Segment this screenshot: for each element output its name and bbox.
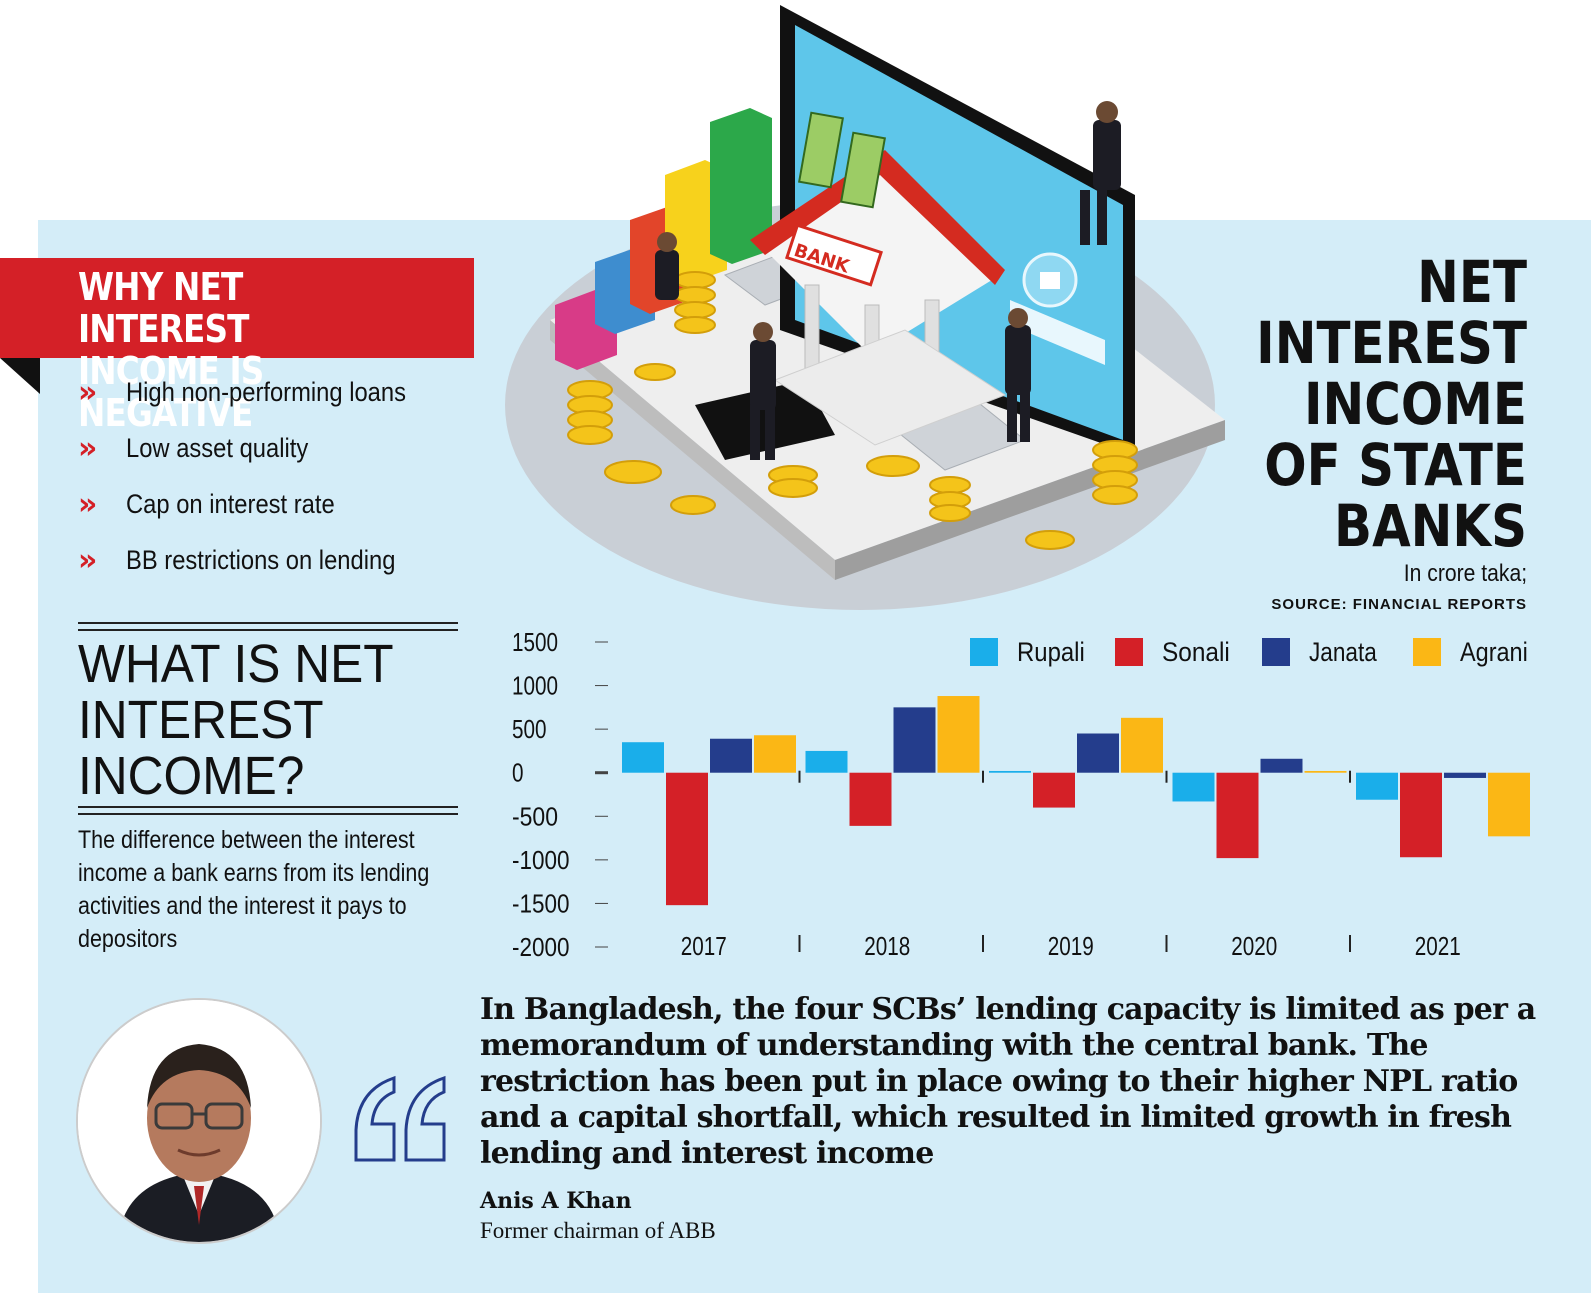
- reason-item: » High non-performing loans: [78, 372, 444, 412]
- portrait-icon: [78, 1000, 320, 1242]
- reason-text: BB restrictions on lending: [126, 544, 396, 575]
- bar-rupali-2019: [989, 770, 1031, 773]
- bar-rupali-2020: [1172, 772, 1215, 802]
- bar-janata-2019: [1077, 733, 1119, 773]
- bank-laptop-illustration: BANK: [505, 5, 1225, 610]
- bar-agrani-2021: [1488, 772, 1530, 837]
- y-tick-label: 0: [512, 758, 524, 788]
- x-tick-label: 2021: [1415, 931, 1461, 961]
- double-chevron-icon: »: [78, 374, 97, 410]
- double-chevron-icon: »: [78, 542, 97, 578]
- reasons-title: WHY NET INTEREST INCOME IS NEGATIVE: [78, 265, 264, 435]
- reason-text: Low asset quality: [126, 432, 309, 463]
- y-tick-label: 500: [512, 714, 547, 744]
- bar-chart: 1500 1000 500 0 -500 -1000 -1500 -2000 2017 2018 2…: [512, 627, 1530, 962]
- definition-title: WHAT IS NET INTEREST INCOME?: [78, 634, 394, 806]
- bar-rupali-2017: [622, 742, 664, 773]
- bar-agrani-2019: [1121, 717, 1163, 773]
- y-tick-label: 1000: [512, 671, 558, 701]
- bar-rupali-2021: [1356, 772, 1398, 800]
- reason-item: » BB restrictions on lending: [78, 540, 432, 580]
- bar-agrani-2017: [754, 735, 796, 773]
- double-chevron-icon: »: [78, 486, 97, 522]
- bar-janata-2017: [710, 738, 752, 773]
- legend-label-sonali: Sonali: [1162, 637, 1230, 667]
- x-tick-label: 2017: [681, 931, 727, 961]
- legend-label-agrani: Agrani: [1460, 637, 1528, 667]
- rule-top: [78, 622, 458, 631]
- chart-title: NET INTEREST INCOME OF STATE BANKS: [1256, 248, 1527, 560]
- bar-sonali-2020: [1216, 772, 1259, 859]
- bar-agrani-2020: [1304, 770, 1347, 773]
- y-tick-label: -1000: [512, 845, 570, 875]
- speaker-photo: [76, 998, 322, 1244]
- double-chevron-icon: »: [78, 430, 97, 466]
- unit-note: In crore taka;: [1403, 560, 1527, 587]
- bar-sonali-2017: [666, 772, 708, 906]
- quote-role: Former chairman of ABB: [480, 1218, 716, 1243]
- quote-mark-icon: [354, 1075, 446, 1162]
- bar-janata-2020: [1260, 758, 1303, 773]
- bar-sonali-2021: [1400, 772, 1442, 858]
- reason-text: Cap on interest rate: [126, 488, 335, 519]
- definition-body: The difference between the interest inco…: [78, 826, 430, 953]
- bar-agrani-2018: [937, 696, 980, 773]
- y-tick-label: 1500: [512, 627, 558, 657]
- bar-janata-2018: [893, 707, 936, 773]
- reasons-banner: [0, 258, 474, 358]
- source-note: SOURCE: FINANCIAL REPORTS: [1271, 596, 1527, 613]
- y-tick-label: -1500: [512, 888, 570, 918]
- legend-swatch-sonali: [1115, 638, 1143, 666]
- legend-label-rupali: Rupali: [1017, 637, 1085, 667]
- reason-item: » Cap on interest rate: [78, 484, 363, 524]
- x-tick-label: 2019: [1048, 931, 1094, 961]
- bar-sonali-2018: [849, 772, 892, 826]
- quote-author: Anis A Khan: [480, 1188, 632, 1214]
- banner-fold: [0, 358, 40, 394]
- reason-text: High non-performing loans: [126, 376, 407, 407]
- bar-rupali-2018: [805, 750, 848, 773]
- reason-item: » Low asset quality: [78, 428, 333, 468]
- legend-swatch-rupali: [970, 638, 998, 666]
- legend-label-janata: Janata: [1309, 637, 1378, 667]
- legend-swatch-janata: [1262, 638, 1290, 666]
- quote-text: In Bangladesh, the four SCBs’ lending ca…: [480, 992, 1536, 1171]
- x-tick-label: 2018: [864, 931, 910, 961]
- x-tick-label: 2020: [1231, 931, 1277, 961]
- bar-sonali-2019: [1033, 772, 1075, 808]
- y-tick-label: -500: [512, 801, 558, 831]
- bar-janata-2021: [1444, 772, 1486, 778]
- rule-bottom: [78, 806, 458, 815]
- y-tick-label: -2000: [512, 932, 570, 962]
- legend-swatch-agrani: [1413, 638, 1441, 666]
